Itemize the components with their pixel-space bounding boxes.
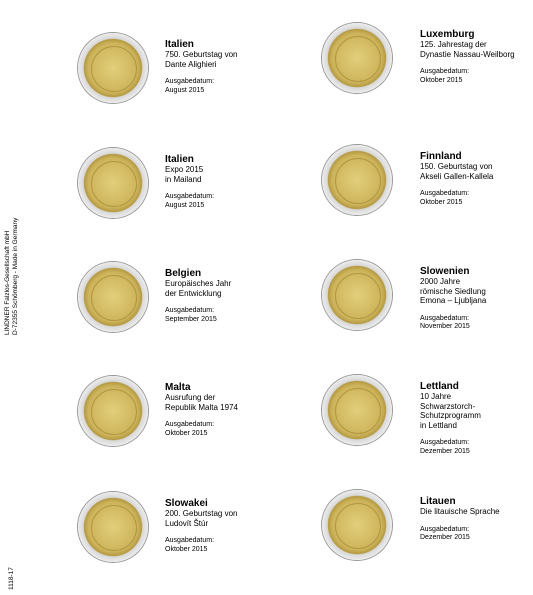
coin-entry: Malta Ausrufung der Republik Malta 1974 Aus… xyxy=(165,382,295,438)
date-label: Ausgabedatum: xyxy=(420,68,470,75)
country: Luxemburg xyxy=(420,29,475,40)
coin-entry: Italien Expo 2015 in Mailand Ausgabedatum: A… xyxy=(165,154,295,210)
description-line: römische Siedlung xyxy=(420,286,486,296)
issue-date: Oktober 2015 xyxy=(165,545,208,553)
issue-date: August 2015 xyxy=(165,86,205,94)
country: Lettland xyxy=(420,381,459,392)
coin-image xyxy=(78,148,148,218)
coin-entry: Italien 750. Geburtstag von Dante Alighier… xyxy=(165,39,295,95)
coin-entry: Slowakei 200. Geburtstag von Ludovít Štúr A… xyxy=(165,498,295,554)
country: Litauen xyxy=(420,496,456,507)
issue-date: Dezember 2015 xyxy=(420,447,470,455)
coin-entry: Luxemburg 125. Jahrestag der Dynastie Nass… xyxy=(420,29,533,85)
country: Italien xyxy=(165,154,194,165)
date-label: Ausgabedatum: xyxy=(165,307,215,314)
coin-image xyxy=(78,376,148,446)
coin-entry: Belgien Europäisches Jahr der Entwicklung A… xyxy=(165,268,295,324)
issue-date: November 2015 xyxy=(420,323,470,330)
issue-date: Dezember 2015 xyxy=(420,534,470,541)
description-line: 200. Geburtstag von xyxy=(165,509,238,518)
country: Slowenien xyxy=(420,266,470,277)
coin-image xyxy=(322,145,392,215)
description-line: 125. Jahrestag der xyxy=(420,40,487,49)
description-line: in Lettland xyxy=(420,420,457,430)
coin-entry: Lettland 10 Jahre Schwarzstorch- Schutzprog… xyxy=(420,381,533,456)
date-label: Ausgabedatum: xyxy=(420,190,470,197)
country: Italien xyxy=(165,39,194,50)
country: Finnland xyxy=(420,151,462,162)
publisher-address: D-72355 Schömberg - Made in Germany xyxy=(12,217,19,335)
description-line: Schutzprogramm xyxy=(420,411,481,420)
date-label: Ausgabedatum: xyxy=(420,525,470,533)
issue-date: Oktober 2015 xyxy=(420,198,463,206)
coin-entry: Finnland 150. Geburtstag von Akseli Gallen… xyxy=(420,151,533,207)
description-line: Europäisches Jahr xyxy=(165,279,232,288)
coin-image xyxy=(78,262,148,332)
description-line: Die litauische Sprache xyxy=(420,507,500,516)
coin-image xyxy=(78,492,148,562)
publisher-company: LINDNER Falzlos-Gesellschaft mbH xyxy=(4,230,11,335)
date-label: Ausgabedatum: xyxy=(165,537,215,544)
coin-entry: Litauen Die litauische Sprache Ausgabedatu… xyxy=(420,496,533,543)
description-line: Dynastie Nassau-Weilborg xyxy=(420,49,515,59)
description-line: in Mailand xyxy=(165,174,202,184)
date-label: Ausgabedatum: xyxy=(420,314,470,322)
description-line: Schwarzstorch- xyxy=(420,401,476,411)
date-label: Ausgabedatum: xyxy=(165,193,215,200)
description-line: 2000 Jahre xyxy=(420,277,461,286)
issue-date: Oktober 2015 xyxy=(420,76,463,84)
date-label: Ausgabedatum: xyxy=(165,78,215,85)
description-line: Dante Alighieri xyxy=(165,59,217,69)
description-line: Ausrufung der xyxy=(165,393,216,402)
page-code: 1118-17 xyxy=(8,567,15,590)
description-line: Emona – Ljubljana xyxy=(420,296,487,305)
description-line: der Entwicklung xyxy=(165,288,222,298)
coin-entry: Slowenien 2000 Jahre römische Siedlung Emon… xyxy=(420,266,533,332)
country: Belgien xyxy=(165,268,202,279)
description-line: Ludovít Štúr xyxy=(165,518,209,528)
description-line: 10 Jahre xyxy=(420,392,452,401)
description-line: Akseli Gallen-Kallela xyxy=(420,171,494,181)
coin-image xyxy=(322,490,392,560)
description-line: Republik Malta 1974 xyxy=(165,402,238,412)
coin-image xyxy=(78,33,148,103)
country: Slowakei xyxy=(165,498,208,509)
issue-date: August 2015 xyxy=(165,201,205,209)
coin-image xyxy=(322,260,392,330)
description-line: 750. Geburtstag von xyxy=(165,50,238,59)
coin-image xyxy=(322,375,392,445)
description-line: Expo 2015 xyxy=(165,165,204,174)
issue-date: September 2015 xyxy=(165,315,217,323)
description-line: 150. Geburtstag von xyxy=(420,162,493,171)
coin-image xyxy=(322,23,392,93)
country: Malta xyxy=(165,382,191,393)
issue-date: Oktober 2015 xyxy=(165,429,208,437)
date-label: Ausgabedatum: xyxy=(420,439,470,446)
date-label: Ausgabedatum: xyxy=(165,421,215,428)
